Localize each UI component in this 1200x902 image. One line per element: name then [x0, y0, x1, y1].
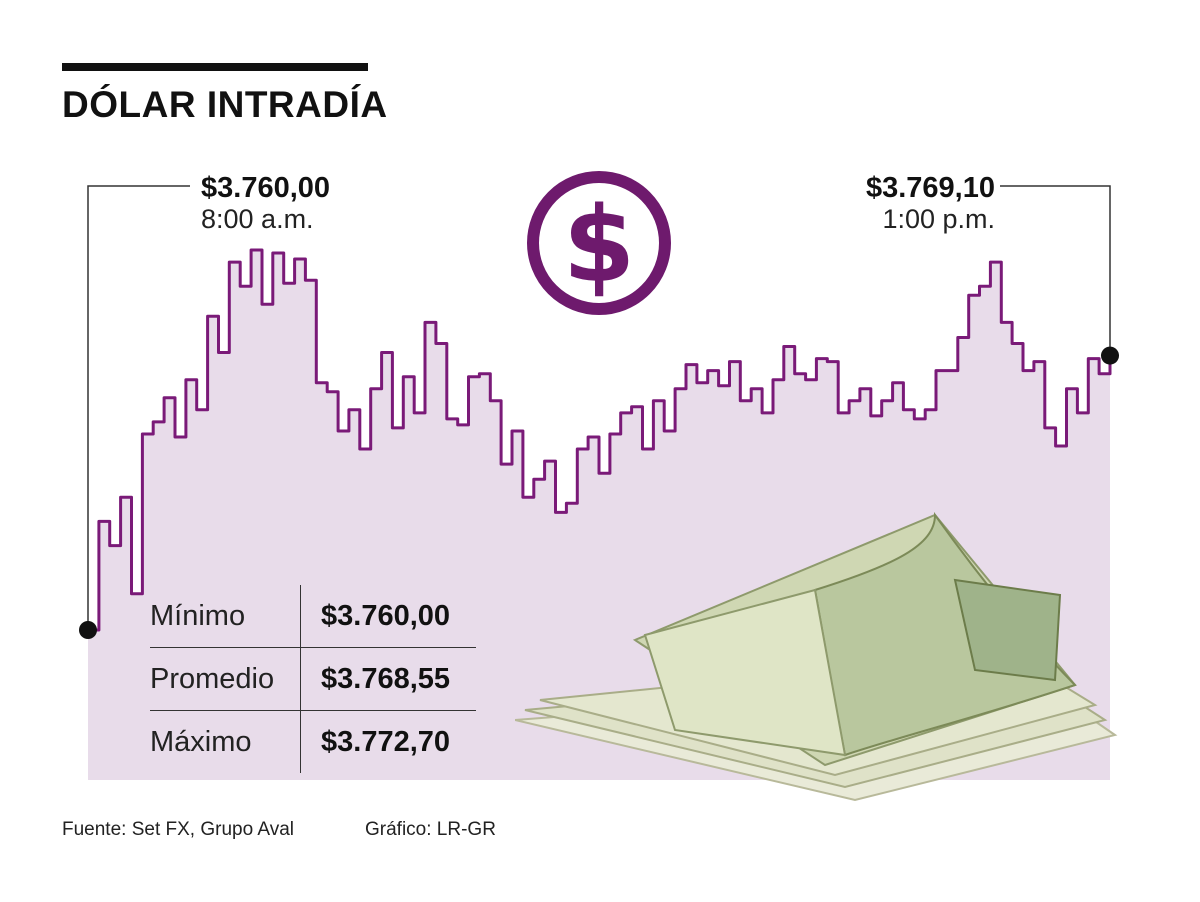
- dollar-sign-icon: $: [527, 171, 671, 315]
- banknotes-image: [515, 511, 1118, 802]
- footer-credit: Gráfico: LR-GR: [365, 819, 496, 840]
- stat-row-avg: Promedio $3.768,55: [150, 648, 476, 711]
- stat-value: $3.760,00: [321, 599, 451, 632]
- price-line: [88, 248, 1112, 632]
- close-callout: $3.769,10 1:00 p.m.: [865, 172, 995, 235]
- stat-value: $3.772,70: [321, 725, 451, 758]
- close-time: 1:00 p.m.: [882, 203, 995, 234]
- stats-table: Mínimo $3.760,00 Promedio $3.768,55 Máxi…: [150, 585, 476, 773]
- close-leader-line: [1000, 185, 1111, 356]
- stat-label: Mínimo: [150, 585, 301, 647]
- stat-row-min: Mínimo $3.760,00: [150, 585, 476, 648]
- banknote-stack: [515, 511, 1118, 802]
- svg-text:$: $: [563, 184, 635, 306]
- open-leader-line: [87, 185, 190, 630]
- stat-row-max: Máximo $3.772,70: [150, 711, 476, 773]
- open-callout: $3.760,00 8:00 a.m.: [201, 172, 331, 235]
- open-value: $3.760,00: [201, 172, 331, 204]
- footer-source: Fuente: Set FX, Grupo Aval: [62, 819, 294, 840]
- open-time: 8:00 a.m.: [201, 203, 314, 234]
- close-point-marker: [1101, 346, 1119, 365]
- close-value: $3.769,10: [865, 172, 995, 204]
- stat-value: $3.768,55: [321, 662, 451, 695]
- chart-title: DÓLAR INTRADÍA: [62, 84, 388, 125]
- title-rule: [62, 63, 368, 71]
- open-point-marker: [79, 621, 97, 639]
- stat-label: Máximo: [150, 711, 301, 773]
- stat-label: Promedio: [150, 648, 301, 710]
